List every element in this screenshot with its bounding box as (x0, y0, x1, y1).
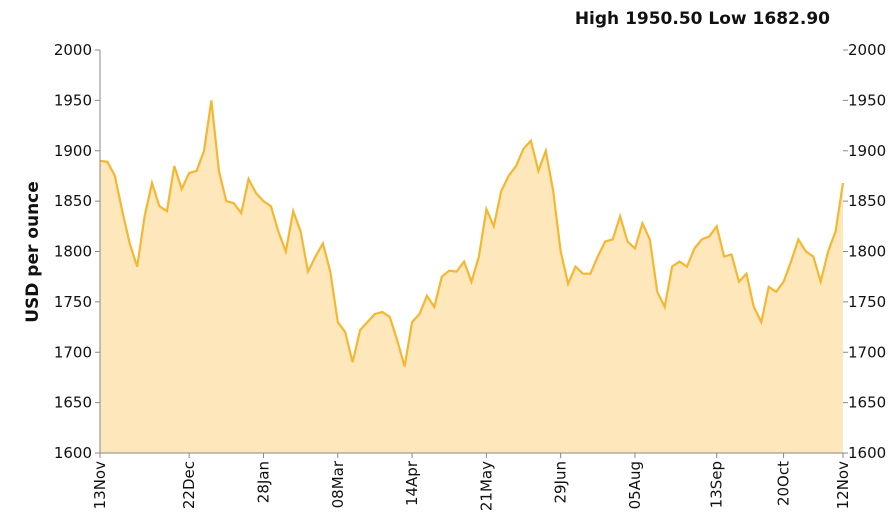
y2-tick-label: 1600 (848, 444, 886, 462)
x-tick-label: 08Mar (329, 460, 347, 508)
y2-tick-label: 1650 (848, 394, 886, 412)
y2-tick-label: 1800 (848, 243, 886, 261)
y-tick-label: 1800 (54, 243, 92, 261)
y2-tick-label: 1750 (848, 293, 886, 311)
x-tick-label: 22Dec (180, 461, 198, 509)
y2-tick-label: 1950 (848, 91, 886, 109)
y2-tick-label: 1900 (848, 142, 886, 160)
x-tick-label: 12Nov (834, 461, 852, 509)
y-tick-label: 1950 (54, 91, 92, 109)
y-tick-label: 1850 (54, 192, 92, 210)
y-axis-label: USD per ounce (23, 181, 43, 323)
y-tick-label: 2000 (54, 41, 92, 59)
area-fill (100, 100, 843, 454)
y-tick-label: 1600 (54, 444, 92, 462)
annotation: High 1950.50 Low 1682.90 (575, 9, 830, 29)
y2-tick-label: 1850 (848, 192, 886, 210)
y-tick-label: 1900 (54, 142, 92, 160)
price-line (99, 100, 845, 367)
x-tick-label: 13Nov (91, 461, 109, 509)
x-tick-label: 29Jun (552, 461, 570, 504)
x-tick-label: 13Sep (708, 461, 726, 508)
x-tick-label: 21May (477, 461, 495, 511)
y2-tick-label: 2000 (848, 41, 886, 59)
x-tick-label: 20Oct (775, 461, 793, 506)
y-tick-label: 1700 (54, 343, 92, 361)
y-tick-label: 1650 (54, 394, 92, 412)
y-tick-label: 1750 (54, 293, 92, 311)
x-tick-label: 28Jan (254, 461, 272, 503)
x-tick-label: 05Aug (626, 461, 644, 509)
y2-tick-label: 1700 (848, 343, 886, 361)
x-tick-label: 14Apr (403, 460, 421, 506)
